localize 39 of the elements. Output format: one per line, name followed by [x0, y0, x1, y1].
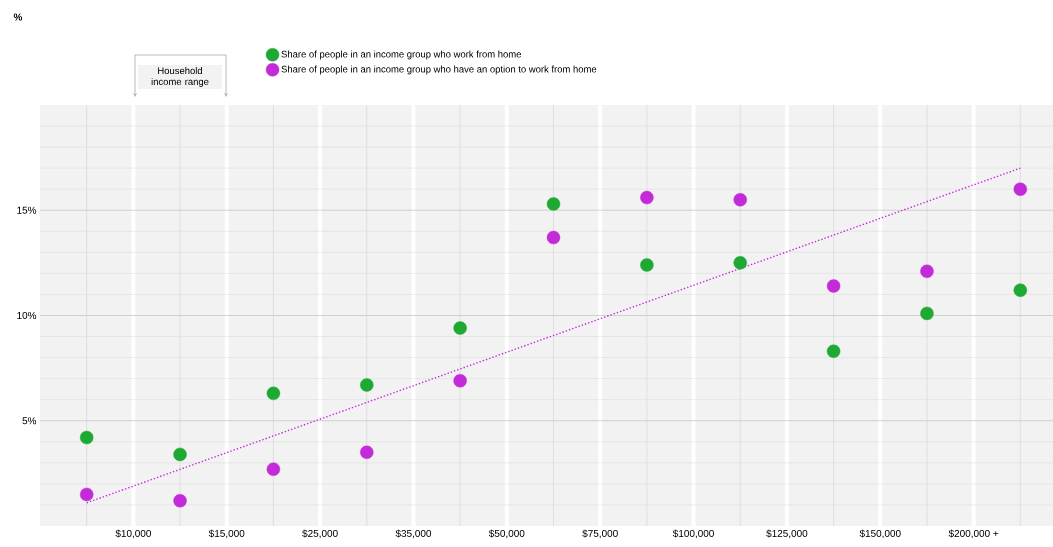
point [920, 306, 934, 321]
point [640, 190, 654, 205]
x-tick-label: $100,000 [672, 529, 714, 539]
point [266, 386, 281, 401]
x-tick-label: $35,000 [395, 529, 432, 539]
point [733, 256, 747, 270]
point [826, 279, 841, 293]
point [1013, 283, 1028, 297]
point [173, 447, 187, 462]
y-tick-label: 5% [22, 417, 37, 425]
point [79, 430, 94, 445]
legend-label: Share of people in an income group who work from home [281, 50, 522, 60]
point [173, 494, 187, 508]
point [640, 258, 654, 272]
point [546, 197, 561, 211]
point [826, 344, 841, 358]
point [360, 378, 374, 392]
x-tick-label: $25,000 [302, 529, 338, 539]
point [920, 264, 934, 278]
point [453, 374, 467, 388]
x-tick-label: $10,000 [115, 529, 151, 539]
point [266, 462, 281, 476]
legend-label: Share of people in an income group who have an option to work from home [281, 65, 597, 75]
y-tick-label: 10% [17, 311, 37, 320]
text: Household income range [151, 67, 209, 87]
point [360, 445, 374, 460]
point [1013, 182, 1028, 196]
x-tick-label: $75,000 [582, 529, 618, 539]
x-tick-label: $200,000 + [948, 529, 999, 539]
point [79, 487, 94, 502]
y-tick-label: 15% [17, 206, 37, 214]
x-tick-label: $15,000 [208, 529, 245, 539]
text: % [13, 13, 23, 21]
point [733, 193, 747, 207]
point [453, 321, 467, 335]
point [546, 230, 561, 245]
x-tick-label: $50,000 [488, 529, 525, 539]
x-tick-label: $125,000 [766, 529, 808, 539]
x-tick-label: $150,000 [859, 529, 901, 539]
